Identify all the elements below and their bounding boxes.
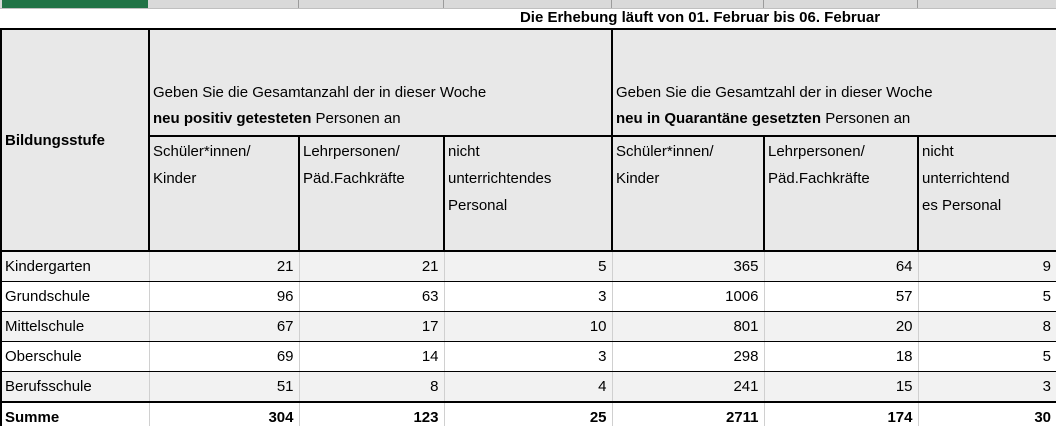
value-cell[interactable]: 1006 <box>611 281 765 312</box>
row-label-cell[interactable]: Berufsschule <box>0 371 150 403</box>
value-cell[interactable]: 5 <box>443 250 613 282</box>
subheader-teachers-positive[interactable]: Lehrpersonen/ Päd.Fachkräfte <box>298 135 445 252</box>
value-cell[interactable]: 18 <box>763 341 919 372</box>
total-value-cell[interactable]: 304 <box>148 401 300 426</box>
sheet-title: Die Erhebung läuft von 01. Februar bis 0… <box>519 9 881 26</box>
value-cell[interactable]: 67 <box>148 311 300 342</box>
value-cell[interactable]: 801 <box>611 311 765 342</box>
value-cell[interactable]: 9 <box>917 250 1056 282</box>
column-gridline <box>298 0 299 8</box>
table-row-oberschule: Oberschule 69 14 3 298 18 5 <box>0 341 1056 372</box>
table-row-mittelschule: Mittelschule 67 17 10 801 20 8 <box>0 311 1056 342</box>
total-value-cell[interactable]: 2711 <box>611 401 765 426</box>
value-cell[interactable]: 20 <box>763 311 919 342</box>
subheader-students-quarantine[interactable]: Schüler*innen/ Kinder <box>611 135 765 252</box>
value-cell[interactable]: 14 <box>298 341 445 372</box>
green-cell-bar <box>2 0 148 8</box>
subheader-nonteaching-positive[interactable]: nicht unterrichtendes Personal <box>443 135 613 252</box>
value-cell[interactable]: 10 <box>443 311 613 342</box>
value-cell[interactable]: 96 <box>148 281 300 312</box>
group-header-line2: neu positiv getesteten Personen an <box>153 110 401 127</box>
value-cell[interactable]: 3 <box>443 341 613 372</box>
value-cell[interactable]: 5 <box>917 341 1056 372</box>
column-header-bildungsstufe[interactable]: Bildungsstufe <box>0 28 150 252</box>
value-cell[interactable]: 64 <box>763 250 919 282</box>
column-gridline <box>611 0 612 8</box>
table-row-kindergarten: Kindergarten 21 21 5 365 64 9 <box>0 250 1056 282</box>
value-cell[interactable]: 241 <box>611 371 765 403</box>
value-cell[interactable]: 21 <box>298 250 445 282</box>
subheader-teachers-quarantine[interactable]: Lehrpersonen/ Päd.Fachkräfte <box>763 135 919 252</box>
table-row-berufsschule: Berufsschule 51 8 4 241 15 3 <box>0 371 1056 403</box>
value-cell[interactable]: 365 <box>611 250 765 282</box>
total-label-cell[interactable]: Summe <box>0 401 150 426</box>
value-cell[interactable]: 57 <box>763 281 919 312</box>
value-cell[interactable]: 3 <box>917 371 1056 403</box>
total-value-cell[interactable]: 30 <box>917 401 1056 426</box>
value-cell[interactable]: 298 <box>611 341 765 372</box>
column-gridline <box>763 0 764 8</box>
subheader-students-positive[interactable]: Schüler*innen/ Kinder <box>148 135 300 252</box>
row-label-cell[interactable]: Kindergarten <box>0 250 150 282</box>
value-cell[interactable]: 69 <box>148 341 300 372</box>
column-gridline <box>917 0 918 8</box>
total-value-cell[interactable]: 25 <box>443 401 613 426</box>
group-header-quarantined[interactable]: Geben Sie die Gesamtzahl der in dieser W… <box>611 28 1056 137</box>
value-cell[interactable]: 21 <box>148 250 300 282</box>
total-value-cell[interactable]: 174 <box>763 401 919 426</box>
value-cell[interactable]: 3 <box>443 281 613 312</box>
value-cell[interactable]: 8 <box>298 371 445 403</box>
group-header-line1: Geben Sie die Gesamtanzahl der in dieser… <box>153 84 487 101</box>
group-header-positive-tested[interactable]: Geben Sie die Gesamtanzahl der in dieser… <box>148 28 613 137</box>
value-cell[interactable]: 8 <box>917 311 1056 342</box>
total-row: Summe 304 123 25 2711 174 30 <box>0 401 1056 426</box>
row-label-cell[interactable]: Grundschule <box>0 281 150 312</box>
value-cell[interactable]: 63 <box>298 281 445 312</box>
survey-table: Bildungsstufe Geben Sie die Gesamtanzahl… <box>0 28 1056 426</box>
table-row-grundschule: Grundschule 96 63 3 1006 57 5 <box>0 281 1056 312</box>
value-cell[interactable]: 4 <box>443 371 613 403</box>
excel-top-strip <box>0 0 1056 9</box>
value-cell[interactable]: 5 <box>917 281 1056 312</box>
value-cell[interactable]: 15 <box>763 371 919 403</box>
row-label-cell[interactable]: Oberschule <box>0 341 150 372</box>
column-gridline <box>443 0 444 8</box>
total-value-cell[interactable]: 123 <box>298 401 445 426</box>
group-header-line2: neu in Quarantäne gesetzten Personen an <box>616 110 911 127</box>
value-cell[interactable]: 17 <box>298 311 445 342</box>
value-cell[interactable]: 51 <box>148 371 300 403</box>
subheader-nonteaching-quarantine[interactable]: nicht unterrichtend es Personal <box>917 135 1056 252</box>
group-header-line1: Geben Sie die Gesamtzahl der in dieser W… <box>616 84 933 101</box>
row-label-cell[interactable]: Mittelschule <box>0 311 150 342</box>
